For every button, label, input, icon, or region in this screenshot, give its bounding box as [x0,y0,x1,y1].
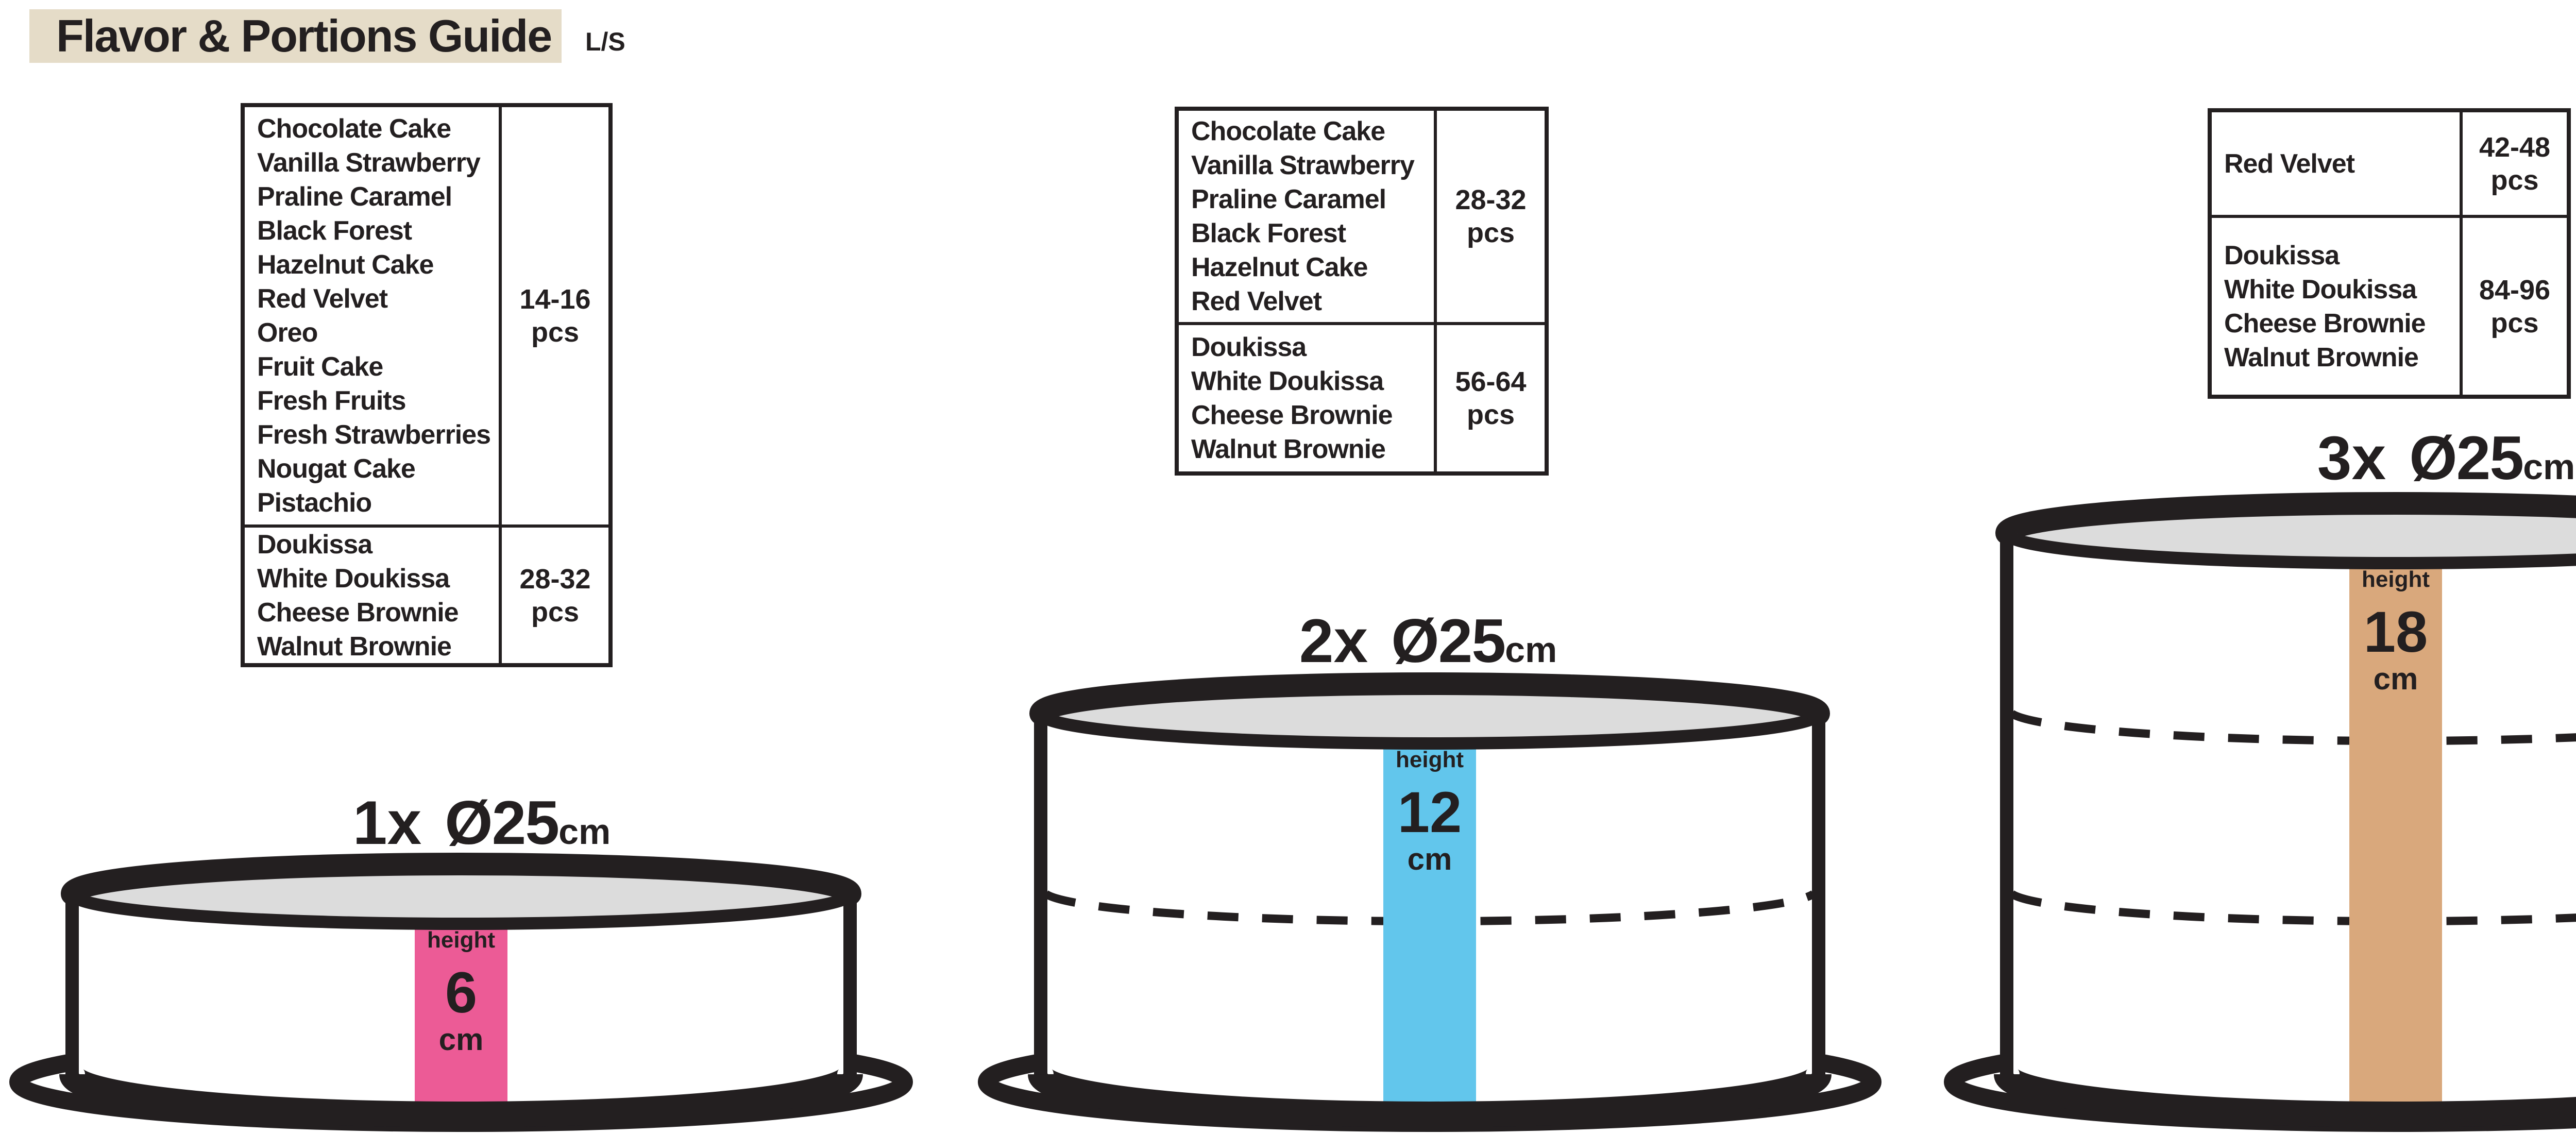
portions-table-2: Chocolate Cake Vanilla Strawberry Pralin… [1175,107,1549,476]
table1-row1-flavors-cell: Chocolate Cake Vanilla Strawberry Pralin… [245,107,502,524]
flavor-list: Chocolate Cake Vanilla Strawberry Pralin… [1191,116,1415,316]
table2-row2-portions-cell: 56-64 pcs [1437,322,1545,471]
cake1-size-label: 1x Ø25cm [301,787,662,858]
height-value: 18 [2363,600,2428,664]
height-label: height [1396,747,1464,772]
cake-3 [1944,492,2576,1132]
table1-row2-portions-cell: 28-32 pcs [502,524,608,664]
table1-row1-portions-cell: 14-16 pcs [502,107,608,524]
cake3-top-rim [1995,492,2576,545]
portions-value: 14-16 [519,284,591,315]
cake-1 [9,853,913,1132]
table2-row1-flavors-cell: Chocolate Cake Vanilla Strawberry Pralin… [1179,111,1437,322]
portions-unit: pcs [1466,399,1515,430]
cake1-height-annotation: height 6 cm [415,927,507,1055]
cake2-diameter: Ø25 [1391,606,1506,675]
height-label: height [427,927,495,953]
height-label: height [2362,567,2430,592]
cake3-size-label: 3x Ø25cm [2266,422,2576,494]
cake2-count: 2x [1299,606,1368,675]
height-value: 6 [445,960,478,1025]
height-value: 12 [1397,780,1462,844]
portions-unit: pcs [1466,217,1515,248]
height-unit: cm [1407,842,1452,876]
table3-row2-portions-cell: 84-96 pcs [2463,215,2567,395]
page-title: Flavor & Portions Guide [56,10,552,61]
portions-unit: pcs [531,597,580,628]
cake3-count: 3x [2317,424,2386,493]
cake1-bottom-band [59,1069,863,1127]
portions-table-1: Chocolate Cake Vanilla Strawberry Pralin… [241,103,613,667]
cake1-count: 1x [352,788,422,857]
flavor-list: Red Velvet [2224,148,2355,179]
height-unit: cm [438,1022,484,1057]
table1-row2-flavors-cell: Doukissa White Doukissa Cheese Brownie W… [245,524,502,664]
cake3-height-bar [2349,559,2442,1113]
cake2-height-annotation: height 12 cm [1383,747,1476,875]
cake2-diameter-unit: cm [1505,630,1557,670]
flavor-list: Doukissa White Doukissa Cheese Brownie W… [1191,332,1393,464]
portions-unit: pcs [531,317,580,348]
size-code-label: L/S [585,27,625,56]
height-unit: cm [2373,662,2418,696]
table3-row1-flavors-cell: Red Velvet [2212,112,2463,215]
table2-row1-portions-cell: 28-32 pcs [1437,111,1545,322]
cake3-body [2000,527,2576,1121]
table2-row2-flavors-cell: Doukissa White Doukissa Cheese Brownie W… [1179,322,1437,471]
cake2-top-rim [1029,672,1830,725]
portions-unit: pcs [2490,307,2539,338]
cake3-height-annotation: height 18 cm [2349,567,2442,695]
portions-table-3: Red Velvet 42-48 pcs Doukissa White Douk… [2208,108,2571,399]
cake1-height-bar [415,920,507,1113]
cake3-diameter-unit: cm [2523,447,2575,487]
portions-value: 28-32 [519,564,591,595]
flavor-list: Doukissa White Doukissa Cheese Brownie W… [2224,240,2426,373]
portions-unit: pcs [2490,164,2539,196]
cake1-diameter: Ø25 [445,788,560,857]
cake1-top-rim [61,853,861,905]
portions-value: 28-32 [1455,184,1527,215]
cake3-diameter: Ø25 [2409,424,2524,493]
cake1-diameter-unit: cm [558,811,611,852]
portions-value: 84-96 [2479,274,2551,306]
table3-row2-flavors-cell: Doukissa White Doukissa Cheese Brownie W… [2212,215,2463,395]
title-bar: Flavor & Portions Guide [29,9,562,63]
portions-value: 56-64 [1455,366,1527,397]
cake2-bottom-band [1028,1069,1832,1127]
portions-value: 42-48 [2479,131,2551,163]
table3-row1-portions-cell: 42-48 pcs [2463,112,2567,215]
cake3-bottom-band [1994,1069,2576,1127]
cake2-height-bar [1383,739,1476,1113]
flavor-list: Chocolate Cake Vanilla Strawberry Pralin… [257,114,491,518]
cake-2 [978,672,1882,1132]
flavor-list: Doukissa White Doukissa Cheese Brownie W… [257,530,459,662]
cake2-size-label: 2x Ø25cm [1248,605,1608,676]
